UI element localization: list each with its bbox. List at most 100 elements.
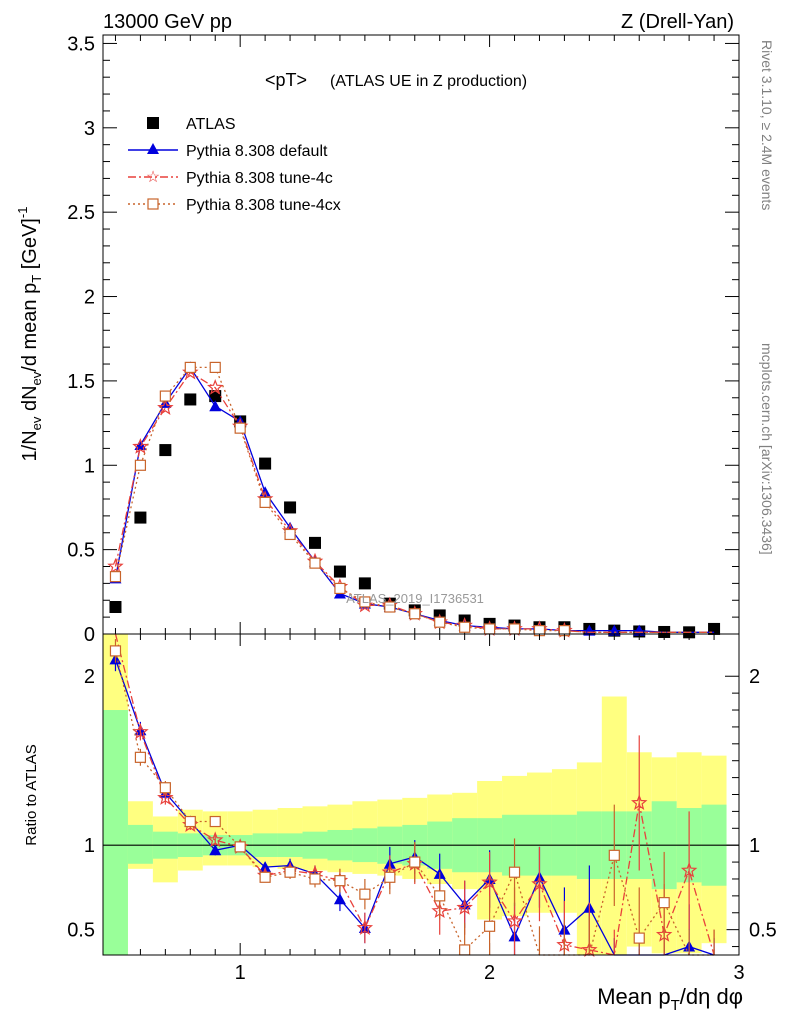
main-title-note: (ATLAS UE in Z production) xyxy=(330,73,527,90)
ratio-point-tune4cx xyxy=(234,841,246,853)
ratio-y-axis-label: Ratio to ATLAS xyxy=(23,744,40,845)
analysis-watermark: ATLAS_2019_I1736531 xyxy=(346,591,484,606)
main-point-tune4c xyxy=(157,399,174,415)
ratio-band-inner xyxy=(103,710,128,955)
ratio-y-tick-label-right: 2 xyxy=(749,666,760,688)
ratio-point-default xyxy=(333,893,346,905)
ratio-point-tune4cx xyxy=(359,888,371,900)
ratio-point-tune4cx xyxy=(409,856,421,868)
atlas-data-point xyxy=(309,536,321,549)
ratio-point-default xyxy=(209,844,222,856)
main-point-tune4cx xyxy=(159,390,171,402)
ratio-point-tune4cx xyxy=(134,751,147,763)
atlas-data-point xyxy=(708,622,721,635)
x-tick-label: 2 xyxy=(484,962,495,984)
ratio-point-tune4c xyxy=(506,912,523,929)
main-y-tick-label: 3 xyxy=(84,118,95,140)
main-point-tune4cx xyxy=(209,361,221,374)
ratio-point-tune4cx xyxy=(284,866,296,878)
main-point-tune4cx xyxy=(483,623,496,635)
main-point-tune4cx xyxy=(109,571,122,583)
main-y-tick-label: 1.5 xyxy=(67,371,95,393)
process-label: Z (Drell-Yan) xyxy=(621,11,734,33)
legend-tune4c-marker: ☆ xyxy=(146,169,160,186)
ratio-point-tune4cx xyxy=(184,815,196,828)
ratio-point-tune4c xyxy=(680,861,698,878)
atlas-data-point xyxy=(184,393,197,406)
ratio-point-tune4cx xyxy=(608,849,620,861)
ratio-point-tune4cx xyxy=(459,944,471,956)
ratio-point-tune4c xyxy=(531,875,548,892)
main-y-tick-label: 2.5 xyxy=(67,202,95,224)
atlas-data-point xyxy=(284,501,297,514)
main-title-variable: <pT> xyxy=(265,70,307,90)
mcplots-label: mcplots.cern.ch [arXiv:1306.3436] xyxy=(759,343,775,555)
main-point-tune4c xyxy=(207,379,224,395)
main-point-tune4cx xyxy=(184,361,196,374)
ratio-point-tune4cx xyxy=(209,815,221,828)
legend-tune4cx-marker xyxy=(147,198,159,210)
atlas-data-point xyxy=(259,457,272,470)
atlas-data-point xyxy=(333,565,346,578)
legend-default-label: Pythia 8.308 default xyxy=(186,143,328,160)
main-point-tune4cx xyxy=(409,608,421,620)
ratio-point-tune4c xyxy=(157,789,174,805)
main-point-tune4cx xyxy=(134,459,147,471)
main-point-tune4c xyxy=(107,557,124,574)
ratio-y-tick-label-right: 1 xyxy=(749,835,760,857)
main-y-axis-label: 1/Nev dNev/d mean pT [GeV]-1 xyxy=(15,207,44,462)
main-y-tick-label: 0 xyxy=(84,624,95,646)
ratio-point-tune4c xyxy=(356,919,374,935)
legend-atlas-label: ATLAS xyxy=(186,116,236,133)
ratio-point-tune4cx xyxy=(658,897,670,909)
legend: ATLAS Pythia 8.308 default ☆ Pythia 8.30… xyxy=(128,116,341,214)
main-point-tune4cx xyxy=(259,496,271,508)
main-point-tune4cx xyxy=(359,596,371,608)
ratio-point-tune4cx xyxy=(384,871,396,883)
main-point-tune4cx xyxy=(434,616,446,628)
ratio-point-tune4cx xyxy=(259,871,271,883)
ratio-point-tune4cx xyxy=(159,782,171,794)
ratio-point-tune4c xyxy=(456,899,473,915)
ratio-point-tune4c xyxy=(481,873,498,890)
legend-default-marker xyxy=(147,143,159,154)
collision-label: 13000 GeV pp xyxy=(103,11,232,33)
ratio-point-tune4cx xyxy=(434,890,446,902)
ratio-point-tune4cx xyxy=(633,932,645,944)
x-axis-label: Mean pT/dη dφ xyxy=(597,984,743,1014)
main-y-tick-label: 0.5 xyxy=(67,540,95,562)
main-point-tune4cx xyxy=(384,601,396,613)
x-tick-label: 1 xyxy=(235,962,246,984)
ratio-panel-frame xyxy=(102,633,740,956)
main-point-tune4cx xyxy=(284,528,296,541)
x-tick-label: 3 xyxy=(733,962,744,984)
ratio-point-tune4cx xyxy=(483,920,496,932)
atlas-data-point xyxy=(159,444,172,457)
main-point-tune4cx xyxy=(234,422,246,434)
legend-tune4c-label: Pythia 8.308 tune-4c xyxy=(186,170,333,187)
ratio-y-tick-label: 1 xyxy=(84,835,95,857)
ratio-point-default xyxy=(259,861,272,873)
main-point-tune4cx xyxy=(508,623,521,635)
ratio-point-tune4cx xyxy=(508,866,521,878)
rivet-version-label: Rivet 3.1.10, ≥ 2.4M events xyxy=(759,40,775,210)
ratio-y-tick-label-right: 0.5 xyxy=(749,920,777,942)
main-y-tick-label: 3.5 xyxy=(67,33,95,55)
ratio-band-inner xyxy=(127,824,153,864)
main-point-tune4c xyxy=(132,438,149,454)
ratio-point-tune4c xyxy=(631,794,648,810)
legend-atlas-marker xyxy=(147,117,159,129)
main-y-tick-label: 2 xyxy=(84,287,95,309)
atlas-data-point xyxy=(109,601,122,614)
main-point-tune4cx xyxy=(309,557,321,569)
ratio-y-tick-label: 2 xyxy=(84,666,95,688)
main-point-tune4cx xyxy=(459,621,471,633)
legend-tune4cx-label: Pythia 8.308 tune-4cx xyxy=(186,197,341,214)
atlas-data-point xyxy=(358,577,371,590)
main-point-default xyxy=(209,400,222,412)
atlas-data-point xyxy=(134,511,147,524)
ratio-panel: 1 2 30.5 0.51 12 2 xyxy=(67,633,777,984)
main-point-tune4cx xyxy=(334,582,346,595)
